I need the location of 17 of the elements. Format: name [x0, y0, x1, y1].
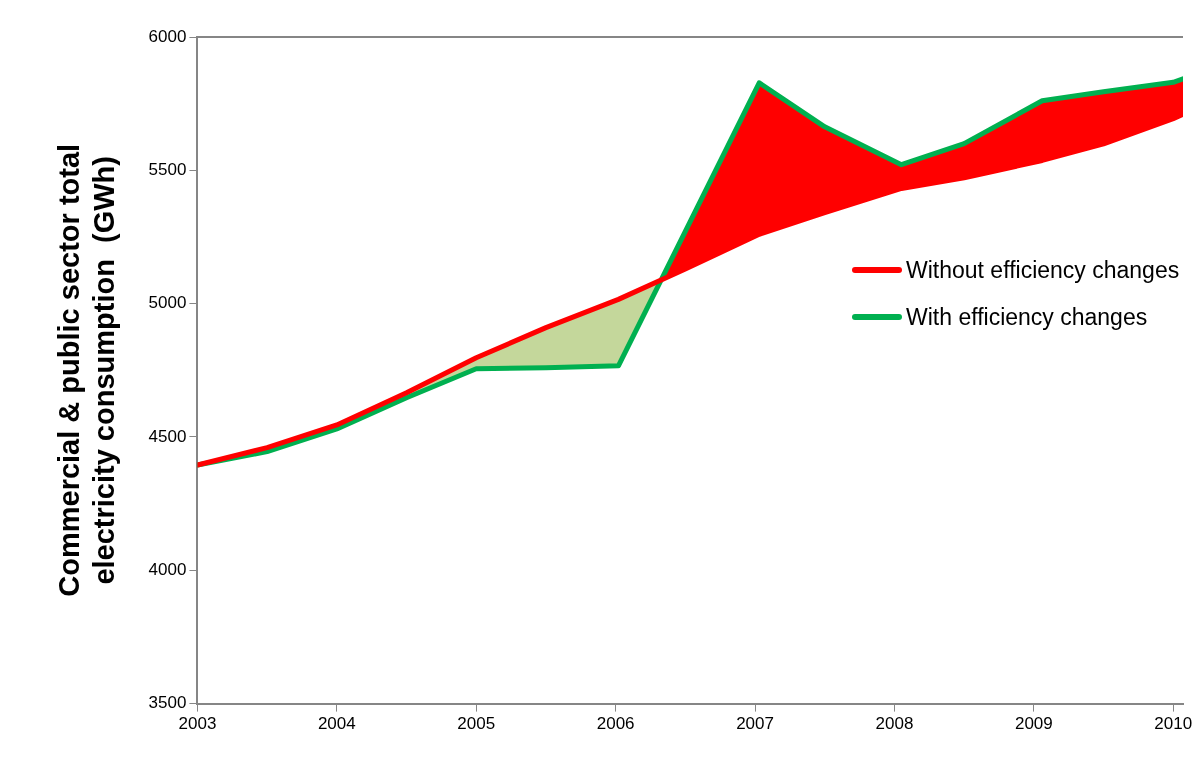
legend-label: Without efficiency changes [906, 256, 1180, 284]
x-tick-label: 2007 [736, 714, 774, 734]
x-tick-label: 2006 [596, 714, 635, 734]
x-tick-label: 2005 [457, 714, 496, 734]
x-tick-label: 2004 [317, 714, 356, 734]
legend-label: With efficiency changes [906, 303, 1148, 331]
x-tick-label: 2003 [178, 714, 217, 734]
y-tick-label: 5000 [148, 293, 187, 313]
y-tick-label: 5500 [148, 160, 187, 180]
x-tick-label: 2009 [1014, 714, 1053, 734]
x-tick-label: 2010 [1154, 714, 1193, 734]
y-axis-title: Commercial & public sector total electricity consumption (GWh) [53, 143, 121, 597]
y-tick-label: 3500 [148, 693, 187, 713]
y-tick-label: 4000 [148, 559, 187, 579]
x-tick-label: 2008 [875, 714, 914, 734]
y-tick-label: 4500 [148, 426, 187, 446]
y-tick-label: 6000 [148, 26, 187, 46]
